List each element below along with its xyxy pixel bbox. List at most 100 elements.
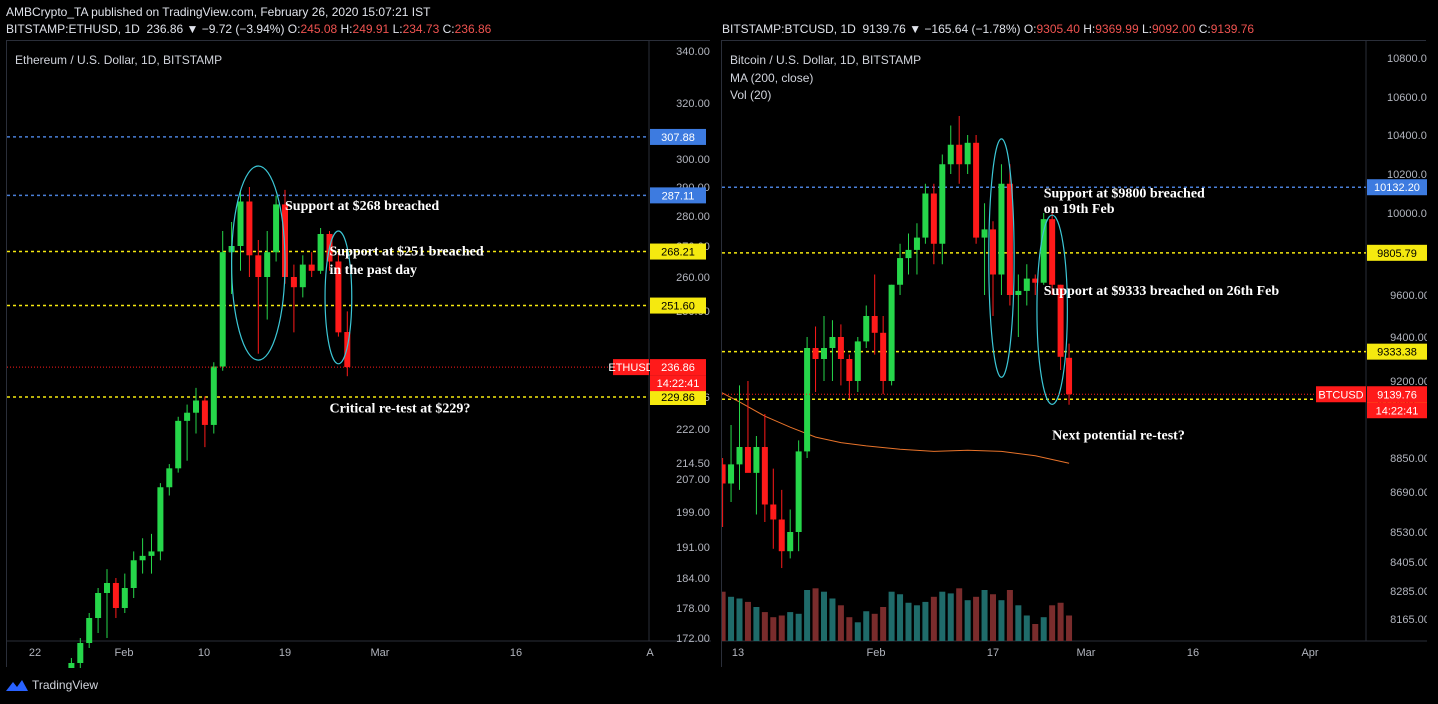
candle-body: [770, 504, 777, 520]
symbol-tag: [613, 359, 649, 376]
annotation-text: Next potential re-test?: [1052, 428, 1185, 443]
candle-body: [913, 237, 920, 250]
y-tick-label: 184.00: [676, 573, 710, 585]
eth-c-label: C:: [442, 22, 455, 36]
countdown-tag: [1367, 402, 1427, 419]
candle-body: [787, 532, 794, 552]
x-tick-label: Mar: [371, 647, 390, 659]
volume-bar: [753, 607, 760, 641]
x-tick-label: Feb: [115, 647, 134, 659]
y-tick-label: 8850.00: [1390, 453, 1427, 465]
volume-bar: [736, 598, 743, 641]
volume-bar: [812, 588, 819, 641]
candle-body: [897, 258, 904, 285]
volume-bar: [947, 593, 954, 641]
y-tick-label: 8530.00: [1390, 527, 1427, 539]
candle-body: [104, 583, 110, 593]
countdown-tag-label: 14:22:41: [657, 378, 700, 390]
eth-l-label: L:: [392, 22, 403, 36]
btc-low: 9092.00: [1151, 22, 1196, 36]
level-price-tag: [650, 243, 706, 260]
x-tick-label: Apr: [1301, 647, 1318, 659]
y-tick-label: 260.00: [676, 272, 710, 284]
last-price-tag: [650, 359, 706, 376]
volume-bar: [770, 617, 777, 641]
volume-bar: [1032, 624, 1039, 641]
candle-body: [130, 560, 137, 588]
candle-body: [964, 142, 971, 165]
volume-bar: [837, 605, 844, 641]
volume-bar: [922, 601, 929, 641]
candle-body: [880, 332, 887, 381]
candle-body: [175, 420, 182, 469]
btc-chart-svg[interactable]: 10800.00 10600.00 10400.00 10200.00 10000.00…: [722, 41, 1427, 668]
candle-body: [722, 464, 726, 484]
y-tick-label: 9400.00: [1390, 332, 1427, 344]
volume-bar: [744, 601, 751, 641]
y-tick-label: 199.00: [676, 507, 710, 519]
x-tick-label: 19: [279, 647, 291, 659]
eth-symbol: BITSTAMP:ETHUSD, 1D: [6, 22, 140, 36]
candle-body: [317, 234, 324, 271]
eth-open: 245.08: [300, 22, 338, 36]
y-tick-label: 8690.00: [1390, 487, 1427, 499]
highlight-ellipse: [324, 230, 353, 365]
volume-bar: [722, 591, 726, 641]
level-price-tag: [1367, 179, 1427, 196]
eth-chart-panel[interactable]: 340.00320.00300.00290.00280.00270.00260.…: [6, 40, 711, 668]
y-tick-label: 10400.00: [1387, 130, 1427, 142]
y-tick-label: 320.00: [676, 98, 710, 110]
candle-body: [854, 341, 861, 381]
btc-ma-indicator-label: MA (200, close): [730, 71, 814, 85]
countdown-tag: [650, 375, 706, 392]
candle-body: [1066, 357, 1073, 395]
y-tick-label: 10800.00: [1387, 53, 1427, 65]
btc-high: 9369.99: [1095, 22, 1139, 36]
candle-body: [736, 447, 743, 465]
x-tick-label: 22: [29, 647, 41, 659]
volume-bar: [913, 605, 920, 641]
volume-bar: [761, 612, 768, 641]
annotation-text: on 19th Feb: [1044, 202, 1115, 217]
btc-close: 9139.76: [1210, 22, 1255, 36]
tradingview-brand: TradingView: [32, 678, 99, 692]
btc-chart-title: Bitcoin / U.S. Dollar, 1D, BITSTAMP: [730, 53, 922, 67]
candle-body: [255, 255, 262, 277]
volume-bar: [787, 612, 794, 641]
volume-bar: [930, 596, 937, 641]
candle-body: [846, 359, 853, 381]
candle-body: [121, 588, 128, 608]
y-tick-label: 207.00: [676, 474, 710, 486]
volume-bar: [778, 615, 785, 641]
candle-body: [930, 193, 937, 244]
candle-body: [335, 261, 342, 333]
candle-body: [112, 583, 119, 608]
annotation-text: Support at $268 breached: [285, 199, 439, 214]
eth-chart-svg[interactable]: 340.00320.00300.00290.00280.00270.00260.…: [7, 41, 711, 668]
candle-body: [1049, 219, 1056, 285]
candle-body: [821, 348, 827, 359]
ma200-line: [722, 392, 1070, 464]
candle-body: [157, 487, 164, 552]
candle-body: [237, 201, 244, 246]
candle-body: [290, 277, 297, 288]
y-tick-label: 10200.00: [1387, 169, 1427, 181]
eth-high: 249.91: [352, 22, 390, 36]
volume-bar: [1040, 617, 1047, 641]
eth-change: ▼ −9.72 (−3.94%): [186, 22, 285, 36]
x-tick-label: A: [646, 647, 654, 659]
candle-body: [308, 264, 315, 271]
y-tick-label: 10600.00: [1387, 92, 1427, 104]
candle-body: [871, 316, 878, 333]
highlight-ellipse: [1036, 214, 1068, 405]
x-tick-label: 16: [510, 647, 522, 659]
candle-body: [166, 468, 173, 488]
btc-chart-panel[interactable]: 10800.00 10600.00 10400.00 10200.00 10000.00…: [721, 40, 1427, 668]
btc-symbol: BITSTAMP:BTCUSD, 1D: [722, 22, 856, 36]
candle-body: [86, 618, 93, 643]
volume-bar: [981, 590, 988, 641]
btc-open: 9305.40: [1036, 22, 1080, 36]
volume-bar: [1023, 615, 1030, 641]
volume-bar: [1057, 602, 1064, 641]
candle-body: [210, 366, 217, 425]
